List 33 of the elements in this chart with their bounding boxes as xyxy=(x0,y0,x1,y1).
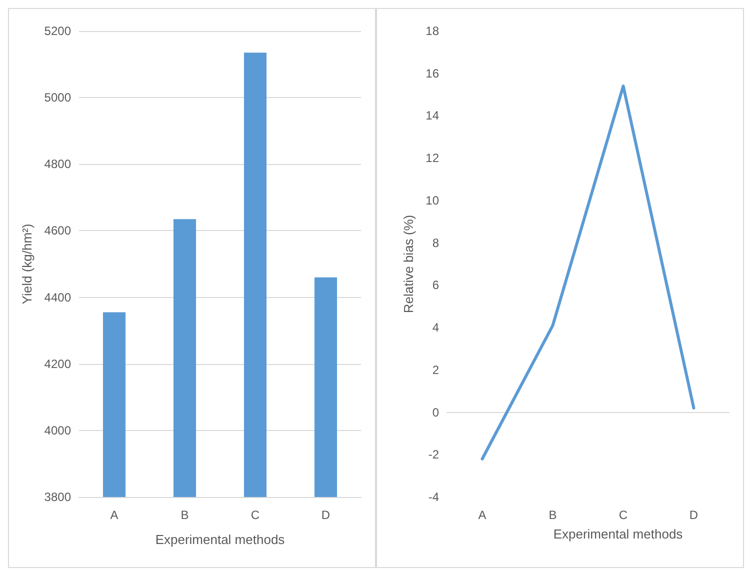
y-tick-label: 4800 xyxy=(44,157,72,172)
x-tick-label: B xyxy=(548,508,557,522)
y-tick-label: 5200 xyxy=(44,24,72,38)
x-tick-label: B xyxy=(180,508,189,522)
x-axis-title: Experimental methods xyxy=(155,532,286,547)
y-tick-label: 8 xyxy=(432,236,440,250)
y-tick-label: 5000 xyxy=(44,90,72,105)
line-series xyxy=(480,84,696,460)
y-tick-label: 4000 xyxy=(44,423,72,438)
y-tick-label: 6 xyxy=(432,278,440,292)
y-axis-title: Yield (kg/hm²) xyxy=(19,224,34,304)
y-tick-label: 14 xyxy=(426,108,440,123)
y-tick-label: 18 xyxy=(426,24,440,38)
y-tick-label: 2 xyxy=(432,362,440,377)
y-tick-label: -2 xyxy=(428,448,440,462)
y-tick-label: 4400 xyxy=(44,290,72,304)
x-tick-label: C xyxy=(618,508,628,522)
y-tick-label: 4 xyxy=(432,320,440,335)
y-tick-label: 16 xyxy=(426,66,440,80)
y-axis-title: Relative bias (%) xyxy=(400,214,416,314)
y-tick-label: 3800 xyxy=(44,490,72,504)
x-tick-label: D xyxy=(689,508,698,522)
x-tick-label: A xyxy=(478,508,486,522)
x-tick-label: A xyxy=(110,508,118,522)
y-tick-label: 4200 xyxy=(44,356,72,371)
y-tick-label: 12 xyxy=(426,151,440,166)
x-tick-label: C xyxy=(250,508,260,522)
y-tick-label: -4 xyxy=(428,490,440,504)
x-tick-label: D xyxy=(321,508,330,522)
y-tick-label: 10 xyxy=(426,193,440,208)
y-tick-label: 4600 xyxy=(44,224,72,238)
y-tick-label: 0 xyxy=(432,405,440,420)
x-axis-title: Experimental methods xyxy=(553,526,684,542)
